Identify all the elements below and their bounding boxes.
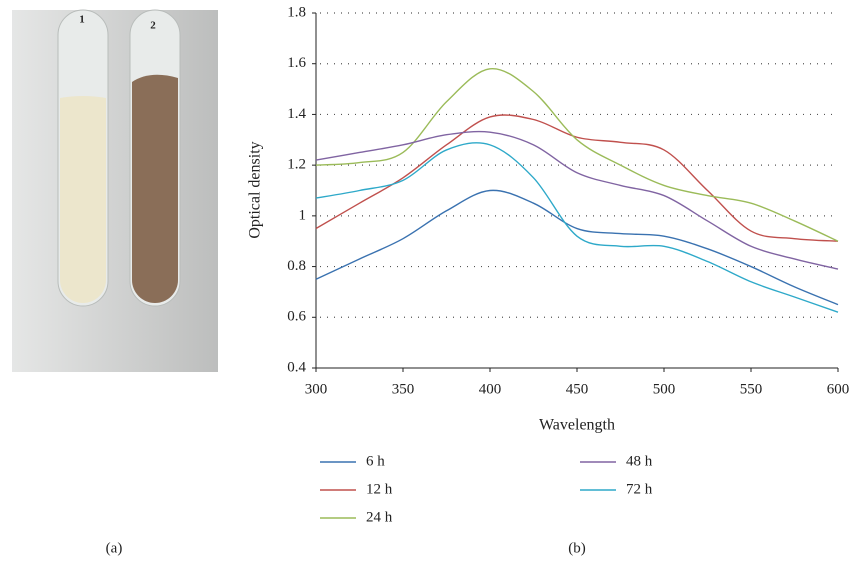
tube-label: 1 — [79, 14, 85, 26]
y-tick-label: 0.4 — [287, 359, 306, 375]
y-tick-label: 0.8 — [287, 258, 306, 274]
x-tick-label: 300 — [305, 381, 328, 397]
legend-label: 48 h — [626, 453, 653, 469]
panel-label: (b) — [568, 540, 586, 556]
tube-liquid — [60, 96, 106, 303]
y-tick-label: 1 — [299, 207, 307, 223]
tube-label: 2 — [150, 20, 156, 32]
x-tick-label: 400 — [479, 381, 502, 397]
legend-label: 24 h — [366, 509, 393, 525]
line-series — [315, 142, 839, 313]
tube-liquid — [132, 74, 178, 303]
x-tick-label: 550 — [740, 381, 763, 397]
legend-label: 72 h — [626, 481, 653, 497]
y-tick-label: 1.6 — [287, 55, 306, 71]
legend-label: 12 h — [366, 481, 393, 497]
y-tick-label: 1.2 — [287, 157, 306, 173]
x-tick-label: 500 — [653, 381, 676, 397]
legend-label: 6 h — [366, 453, 385, 469]
y-tick-label: 0.6 — [287, 309, 306, 325]
x-tick-label: 350 — [392, 381, 415, 397]
y-axis-label: Optical density — [247, 141, 264, 238]
y-tick-label: 1.8 — [287, 4, 306, 20]
x-tick-label: 600 — [827, 381, 850, 397]
y-tick-label: 1.4 — [287, 106, 306, 122]
line-series — [315, 68, 839, 242]
line-series — [315, 189, 839, 306]
line-series — [315, 130, 839, 270]
x-axis-label: Wavelength — [539, 417, 615, 434]
x-tick-label: 450 — [566, 381, 589, 397]
line-series — [315, 114, 839, 242]
photo: 1 2 — [12, 9, 218, 372]
photo-shade — [12, 10, 218, 372]
panel-label: (a) — [106, 540, 123, 556]
